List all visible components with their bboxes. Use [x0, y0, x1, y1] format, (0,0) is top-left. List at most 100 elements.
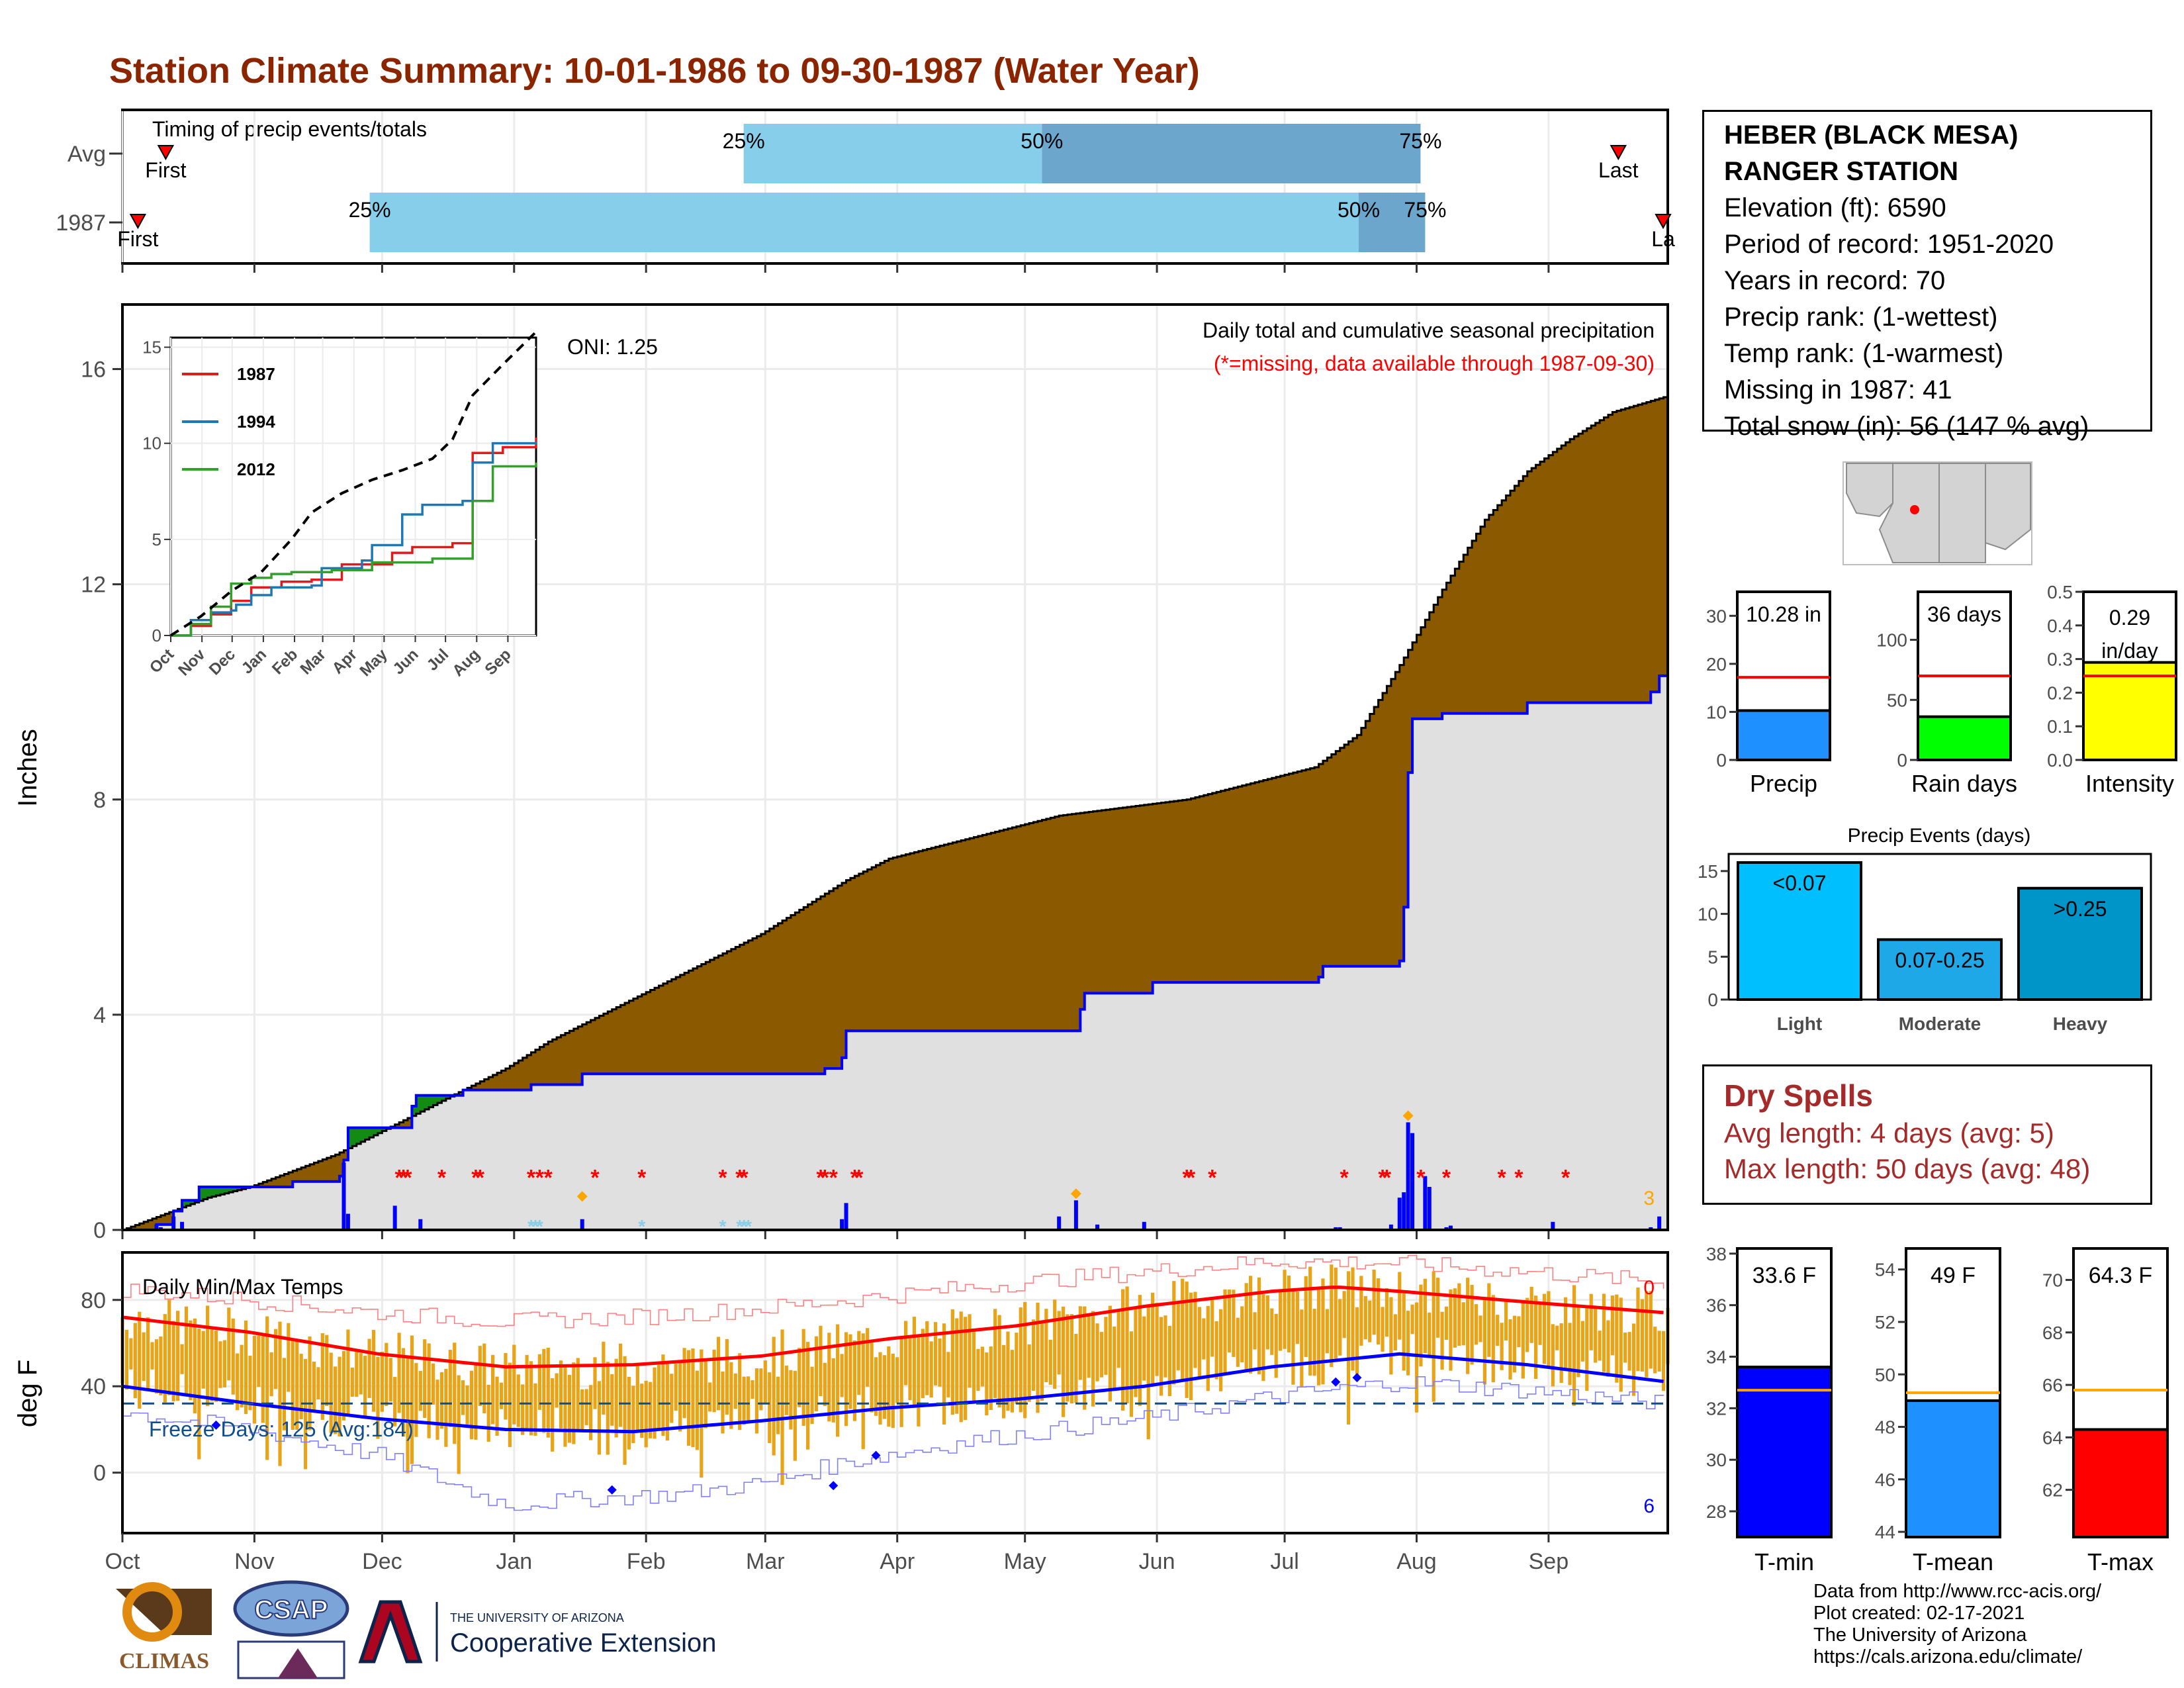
daily-temp-bar-203: [985, 1352, 989, 1416]
credit-plot-date: Plot created: 02-17-2021: [1813, 1603, 2025, 1624]
timing-last-marker-0: [1610, 145, 1627, 161]
daily-temp-bar-345: [1589, 1293, 1593, 1350]
daily-temp-bar-42: [299, 1354, 303, 1420]
daily-temp-bar-45: [312, 1362, 316, 1413]
daily-temp-bar-215: [1036, 1302, 1040, 1413]
daily-temp-bar-356: [1636, 1288, 1640, 1372]
daily-temp-bar-57: [363, 1356, 367, 1418]
daily-precip-bar-4: [341, 1162, 346, 1230]
events-bar-label-1: 0.07-0.25: [1895, 948, 1984, 972]
credits: Data from http://www.rcc-acis.org/ Plot …: [1813, 1581, 2101, 1668]
precip-corner-count: 3: [1643, 1188, 1655, 1209]
daily-temp-bar-26: [231, 1318, 235, 1395]
daily-temp-bar-13: [176, 1311, 180, 1401]
temp-y-tick-label-0: 0: [93, 1461, 106, 1486]
daily-temp-bar-95: [525, 1354, 529, 1429]
month-label-7: May: [1004, 1549, 1046, 1574]
timing-row-label-1: 1987: [56, 211, 106, 236]
temp-bar-value-1: [1905, 1399, 2001, 1538]
daily-temp-bar-183: [899, 1336, 903, 1427]
precip-marks: *** * ** * * * * * * ** ** * ** ** * * ** * * * * **** * * ***: [122, 396, 1669, 1237]
daily-temp-bar-179: [882, 1355, 887, 1419]
daily-temp-bar-31: [252, 1335, 257, 1424]
missing-day-marker-2: *: [403, 1166, 412, 1191]
daily-temp-bar-253: [1197, 1307, 1202, 1377]
inset-legend-label-1987: 1987: [237, 364, 275, 384]
climas-logo-text: CLIMAS: [119, 1649, 209, 1673]
daily-temp-bar-233: [1113, 1326, 1116, 1390]
inset-y-tick-label-0: 0: [152, 626, 161, 645]
daily-temp-bar-327: [1512, 1315, 1517, 1373]
timing-q75-label-0: 75%: [1399, 129, 1441, 153]
daily-temp-bar-295: [1376, 1278, 1381, 1345]
daily-temp-bar-157: [789, 1370, 793, 1430]
daily-temp-bar-246: [1167, 1325, 1171, 1396]
daily-temp-bar-351: [1615, 1294, 1619, 1383]
daily-temp-bar-305: [1419, 1284, 1423, 1367]
daily-precip-bar-26: [1444, 1227, 1449, 1230]
daily-temp-bar-11: [167, 1299, 171, 1395]
daily-temp-bar-3: [133, 1323, 137, 1399]
mini-bar-tick-label-2-1: 0.1: [2047, 716, 2073, 737]
daily-temp-bar-320: [1482, 1299, 1487, 1385]
snow-day-marker-3: *: [638, 1216, 645, 1237]
temp-grid: [121, 1252, 1668, 1533]
daily-temp-bar-155: [780, 1329, 784, 1485]
daily-precip-bar-12: [1073, 1200, 1078, 1230]
events-y-tick-label-1: 5: [1707, 947, 1718, 967]
missing-day-marker-12: *: [735, 1166, 745, 1191]
daily-temp-bar-250: [1185, 1282, 1189, 1398]
daily-temp-bar-213: [1027, 1344, 1031, 1402]
events-bar-label-0: <0.07: [1773, 871, 1827, 895]
temp-bar-tick-label-2-4: 70: [2042, 1270, 2063, 1291]
daily-temp-bar-346: [1594, 1308, 1598, 1363]
timing-first-marker-1: [129, 214, 147, 230]
station-temp-rank: Temp rank: (1-warmest): [1724, 339, 2004, 368]
daily-temp-bar-328: [1517, 1316, 1521, 1347]
daily-temp-bar-171: [848, 1334, 852, 1409]
month-label-8: Jun: [1139, 1549, 1175, 1574]
daily-temp-bar-275: [1291, 1289, 1295, 1385]
daily-temp-bar-130: [674, 1364, 678, 1411]
daily-temp-bar-7: [150, 1342, 154, 1370]
timing-first-label-1: First: [117, 227, 158, 251]
missing-day-marker-26: *: [1442, 1166, 1451, 1191]
timing-last-marker-1: [1655, 214, 1672, 230]
daily-temp-bar-87: [491, 1354, 495, 1425]
missing-day-marker-14: *: [816, 1166, 825, 1191]
mini-bar-value-label-0: 10.28 in: [1746, 602, 1821, 626]
csap-base: [237, 1640, 345, 1679]
daily-temp-bar-333: [1538, 1304, 1542, 1345]
daily-temp-bar-75: [439, 1372, 444, 1429]
daily-temp-bar-84: [478, 1346, 482, 1407]
snow-day-marker-2: *: [536, 1216, 543, 1237]
daily-temp-bar-286: [1338, 1299, 1342, 1356]
daily-temp-bar-136: [700, 1349, 704, 1478]
daily-precip-bar-11: [1057, 1216, 1062, 1230]
daily-temp-bar-146: [742, 1376, 746, 1425]
daily-temp-bar-296: [1381, 1307, 1385, 1352]
events-category-2: Heavy: [2053, 1013, 2108, 1034]
daily-temp-bar-91: [508, 1362, 512, 1447]
daily-precip-bar-6: [392, 1205, 397, 1230]
temp-bar-label-1: T-mean: [1913, 1548, 1993, 1575]
daily-temp-bar-221: [1061, 1306, 1066, 1417]
missing-day-marker-1: *: [399, 1166, 408, 1191]
daily-temp-bar-231: [1104, 1317, 1108, 1375]
daily-precip-bar-21: [1402, 1192, 1406, 1230]
daily-temp-bar-10: [163, 1314, 167, 1403]
daily-temp-bar-83: [474, 1364, 478, 1440]
daily-temp-bar-82: [469, 1370, 474, 1440]
map-state-west: [1846, 463, 1893, 518]
daily-temp-bar-325: [1504, 1299, 1508, 1340]
ua-logo: THE UNIVERSITY OF ARIZONA Cooperative Ex…: [358, 1600, 716, 1664]
daily-temp-bar-156: [784, 1365, 789, 1415]
daily-temp-bar-60: [376, 1356, 380, 1439]
daily-temp-bar-174: [861, 1333, 865, 1450]
daily-temp-bar-216: [1040, 1321, 1044, 1401]
daily-precip-bar-9: [840, 1219, 844, 1230]
daily-temp-bar-200: [972, 1331, 976, 1401]
station-snow: Total snow (in): 56 (147 % avg): [1724, 412, 2089, 441]
daily-temp-bar-142: [725, 1338, 729, 1415]
